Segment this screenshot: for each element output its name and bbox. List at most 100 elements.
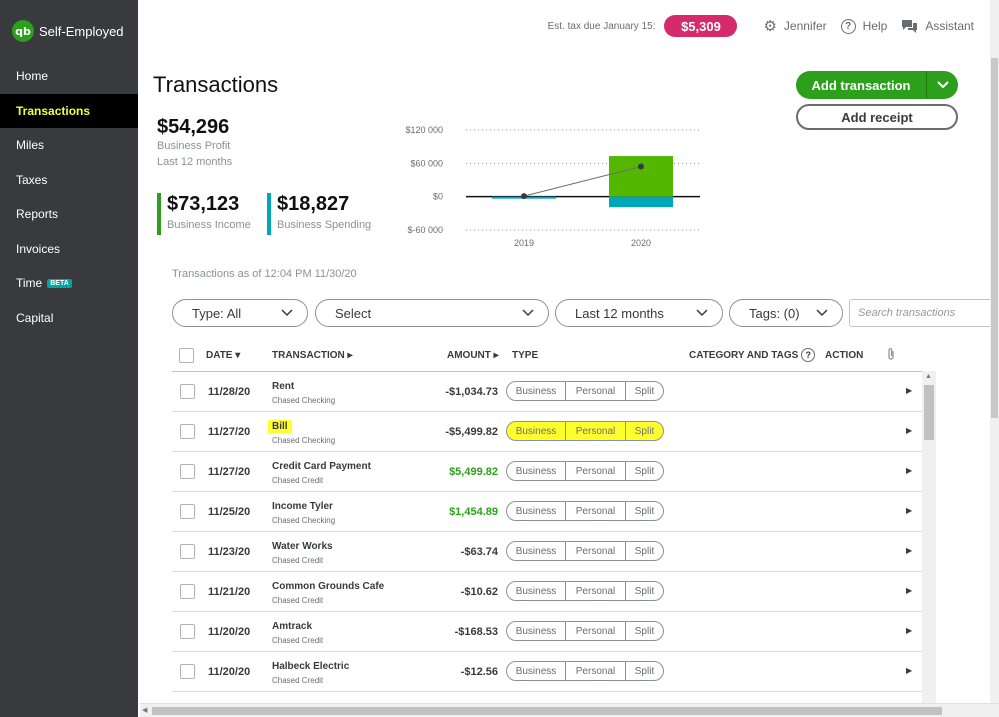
split-option[interactable]: Split [634,585,655,597]
expand-row-icon[interactable]: ▶ [906,506,913,515]
select-all-checkbox[interactable] [179,348,194,363]
help-link[interactable]: ? Help [840,18,887,34]
scroll-left-icon[interactable]: ◀ [142,707,148,714]
table-row[interactable]: 11/25/20 Income Tyler Chased Checking $1,45… [172,492,928,532]
help-icon[interactable]: ? [801,348,816,362]
expand-row-icon[interactable]: ▶ [906,666,913,675]
personal-option[interactable]: Personal [566,422,626,440]
personal-option[interactable]: Personal [566,502,626,520]
sidebar-item-reports[interactable]: Reports [0,197,138,232]
transaction-column-header[interactable]: TRANSACTION ▸ [272,350,353,361]
row-account: Chased Credit [272,636,324,645]
expand-row-icon[interactable]: ▶ [906,546,913,555]
business-option[interactable]: Business [507,502,566,520]
sidebar-item-home[interactable]: Home [0,59,138,94]
expand-row-icon[interactable]: ▶ [906,466,913,475]
row-description: Water Works [272,541,333,552]
table-row[interactable]: 11/20/20 Amtrack Chased Credit -$168.53 Busi… [172,612,928,652]
table-row[interactable]: 11/28/20 Rent Chased Checking -$1,034.73 Bus… [172,372,928,412]
business-option[interactable]: Business [507,382,566,400]
business-option[interactable]: Business [507,462,566,480]
personal-option[interactable]: Personal [566,622,626,640]
sidebar-item-transactions[interactable]: Transactions [0,93,138,128]
user-menu[interactable]: ⚙ Jennifer [763,17,826,35]
business-spending-value: $18,827 [277,193,350,215]
expand-row-icon[interactable]: ▶ [906,426,913,435]
row-amount: $5,499.82 [449,466,498,478]
tags-filter-label: Tags: (0) [749,305,800,321]
date-column-header[interactable]: DATE ▾ [206,350,241,361]
expand-row-icon[interactable]: ▶ [906,386,913,395]
table-row[interactable]: 11/21/20 Common Grounds Cafe Chased Credit… [172,572,928,612]
row-account: Chased Credit [272,556,324,565]
add-transaction-label[interactable]: Add transaction [796,71,927,99]
row-amount: -$10.62 [460,586,498,598]
row-checkbox[interactable] [180,464,195,479]
scroll-thumb[interactable] [152,707,942,715]
personal-option[interactable]: Personal [566,382,626,400]
personal-option[interactable]: Personal [566,542,626,560]
scroll-thumb[interactable] [924,385,934,440]
type-filter[interactable]: Type: All [172,299,308,327]
row-checkbox[interactable] [180,584,195,599]
row-date: 11/21/20 [208,586,251,598]
page-scrollbar[interactable] [990,0,999,703]
add-receipt-button[interactable]: Add receipt [796,104,958,130]
row-checkbox[interactable] [180,384,195,399]
assistant-link[interactable]: Assistant [901,19,974,34]
row-checkbox[interactable] [180,544,195,559]
business-option[interactable]: Business [507,662,566,680]
scroll-thumb[interactable] [991,58,998,418]
brand[interactable]: qb Self-Employed [12,20,124,42]
profit-point [521,193,527,200]
sidebar-item-taxes[interactable]: Taxes [0,163,138,198]
sidebar: qb Self-Employed Home Transactions Miles… [0,0,138,717]
business-option[interactable]: Business [507,422,566,440]
personal-option[interactable]: Personal [566,662,626,680]
row-checkbox[interactable] [180,424,195,439]
table-row[interactable]: 11/23/20 Water Works Chased Credit -$63.74 B… [172,532,928,572]
personal-option[interactable]: Personal [566,582,626,600]
row-description: Credit Card Payment [272,461,371,472]
split-option[interactable]: Split [634,425,655,437]
type-segmented-control: Business Personal Split [506,661,664,681]
x-tick-label: 2020 [631,238,651,248]
table-scrollbar[interactable]: ▲ [922,371,936,703]
search-input[interactable]: Search transactions [849,299,999,327]
table-row[interactable]: 11/20/20 Halbeck Electric Chased Credit -$1… [172,652,928,692]
split-option[interactable]: Split [634,505,655,517]
period-filter[interactable]: Last 12 months [555,299,723,327]
table-row[interactable]: 11/27/20 Credit Card Payment Chased Credit… [172,452,928,492]
business-option[interactable]: Business [507,542,566,560]
est-tax-badge[interactable]: $5,309 [664,15,738,37]
split-option[interactable]: Split [634,625,655,637]
personal-option[interactable]: Personal [566,462,626,480]
chevron-down-icon[interactable] [927,71,958,99]
split-option[interactable]: Split [634,665,655,677]
split-option[interactable]: Split [634,385,655,397]
sidebar-item-capital[interactable]: Capital [0,301,138,336]
row-checkbox[interactable] [180,504,195,519]
sidebar-item-invoices[interactable]: Invoices [0,232,138,267]
sidebar-item-miles[interactable]: Miles [0,128,138,163]
amount-column-header[interactable]: AMOUNT ▸ [447,350,499,361]
y-tick-label: $-60 000 [407,225,443,235]
horizontal-scrollbar[interactable]: ◀ [140,703,999,717]
business-option[interactable]: Business [507,582,566,600]
business-option[interactable]: Business [507,622,566,640]
expand-row-icon[interactable]: ▶ [906,626,913,635]
type-filter-label: Type: All [192,305,242,321]
scroll-up-icon[interactable]: ▲ [925,373,932,380]
select-filter[interactable]: Select [315,299,549,327]
row-amount: $1,454.89 [449,506,498,518]
page-title: Transactions [153,72,279,97]
tags-filter[interactable]: Tags: (0) [729,299,843,327]
table-row[interactable]: 11/27/20 Bill Chased Checking -$5,499.82 Bus… [172,412,928,452]
split-option[interactable]: Split [634,465,655,477]
row-checkbox[interactable] [180,664,195,679]
sidebar-item-time[interactable]: Time BETA [0,266,138,301]
expand-row-icon[interactable]: ▶ [906,586,913,595]
add-transaction-button[interactable]: Add transaction [796,71,958,99]
split-option[interactable]: Split [634,545,655,557]
row-checkbox[interactable] [180,624,195,639]
